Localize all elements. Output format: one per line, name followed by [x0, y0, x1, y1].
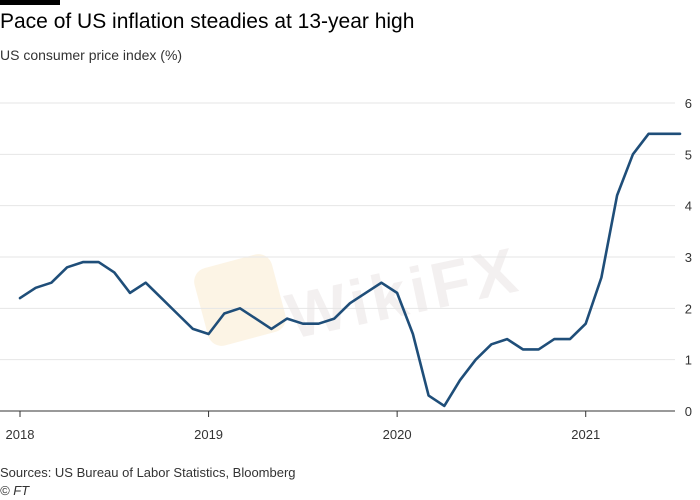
brand-bar: [0, 0, 60, 5]
x-tick-label: 2020: [383, 427, 412, 442]
y-tick-label: 4: [685, 199, 692, 214]
x-tick-label: 2018: [6, 427, 35, 442]
chart-title: Pace of US inflation steadies at 13-year…: [0, 10, 415, 33]
y-tick-label: 3: [685, 250, 692, 265]
series-line: [18, 132, 682, 408]
y-tick-label: 0: [685, 404, 692, 419]
x-tick-label: 2019: [194, 427, 223, 442]
y-tick-label: 2: [685, 301, 692, 316]
x-tick-label: 2021: [571, 427, 600, 442]
chart-subtitle: US consumer price index (%): [0, 47, 183, 63]
credit-note: © FT: [0, 483, 30, 498]
source-note: Sources: US Bureau of Labor Statistics, …: [0, 465, 296, 480]
y-tick-label: 6: [685, 96, 692, 111]
y-tick-label: 1: [685, 353, 692, 368]
line-chart: 0 1 2 3 4 5 6 2018 2019 2020 2021: [0, 96, 692, 442]
y-tick-label: 5: [685, 147, 692, 162]
